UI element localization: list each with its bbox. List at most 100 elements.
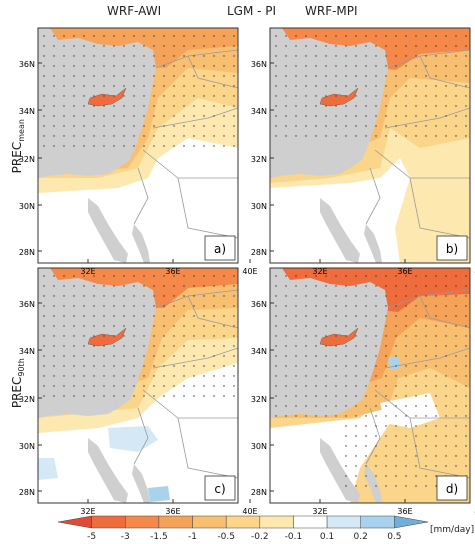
significance-dot [213,385,215,387]
significance-dot [163,35,165,37]
significance-dot [173,35,175,37]
country-border [409,417,470,479]
significance-dot [295,65,297,67]
significance-dot [73,365,75,367]
significance-dot [375,445,377,447]
significance-dot [405,455,407,457]
significance-dot [53,145,55,147]
significance-dot [63,65,65,67]
significance-dot [193,295,195,297]
significance-dot [193,275,195,277]
significance-dot [415,375,417,377]
significance-dot [83,325,85,327]
significance-dot [73,75,75,77]
significance-dot [223,65,225,67]
significance-dot [345,125,347,127]
significance-dot [183,295,185,297]
colorbar-segment [225,515,261,529]
significance-dot [183,375,185,377]
significance-dot [315,115,317,117]
significance-dot [153,385,155,387]
significance-dot [325,415,327,417]
significance-dot [445,395,447,397]
significance-dot [275,285,277,287]
significance-dot [465,345,467,347]
significance-dot [345,285,347,287]
significance-dot [395,315,397,317]
significance-dot [133,45,135,47]
significance-dot [63,135,65,137]
significance-dot [415,325,417,327]
significance-dot [83,35,85,37]
colorbar-unit: [mm/day] [430,525,475,535]
significance-dot [395,405,397,407]
significance-dot [415,425,417,427]
significance-dot [153,345,155,347]
significance-dot [305,85,307,87]
significance-dot [445,365,447,367]
significance-dot [213,45,215,47]
significance-dot [325,385,327,387]
significance-dot [435,335,437,337]
significance-dots [43,35,235,147]
significance-dot [285,415,287,417]
significance-dot [275,365,277,367]
significance-dot [53,335,55,337]
significance-dot [295,295,297,297]
significance-dot [183,145,185,147]
significance-dot [163,135,165,137]
significance-dot [345,315,347,317]
significance-dot [153,355,155,357]
significance-dot [213,275,215,277]
significance-dot [113,125,115,127]
significance-dot [93,135,95,137]
significance-dot [445,275,447,277]
significance-dot [93,145,95,147]
significance-dot [143,275,145,277]
map-frame-c [37,267,239,504]
significance-dot [385,455,387,457]
significance-dot [295,355,297,357]
significance-dot [275,405,277,407]
lon-tick-label: 32E [312,267,327,276]
significance-dot [143,395,145,397]
significance-dot [153,85,155,87]
significance-dot [295,315,297,317]
significance-dot [285,35,287,37]
significance-dot [345,85,347,87]
significance-dot [173,335,175,337]
significance-dot [93,65,95,67]
significance-dot [93,125,95,127]
significance-dot [53,375,55,377]
significance-dot [405,445,407,447]
significance-dot [183,275,185,277]
significance-dot [73,315,75,317]
significance-dot [355,55,357,57]
significance-dot [455,415,457,417]
significance-dot [425,285,427,287]
significance-dot [385,355,387,357]
significance-dot [173,375,175,377]
significance-dot [395,335,397,337]
significance-dot [455,425,457,427]
significance-dot [465,115,467,117]
significance-dot [183,395,185,397]
significance-dot [465,465,467,467]
significance-dot [73,375,75,377]
significance-dot [375,475,377,477]
significance-dot [223,125,225,127]
significance-dot [365,485,367,487]
significance-dot [173,395,175,397]
significance-dot [365,35,367,37]
lat-tick-label: 32N [19,155,35,164]
significance-dot [305,55,307,57]
significance-dot [415,135,417,137]
significance-dot [113,45,115,47]
significance-dot [143,55,145,57]
significance-dot [123,355,125,357]
significance-dot [305,365,307,367]
significance-dot [113,35,115,37]
significance-dot [415,465,417,467]
significance-dot [183,45,185,47]
significance-dot [465,295,467,297]
